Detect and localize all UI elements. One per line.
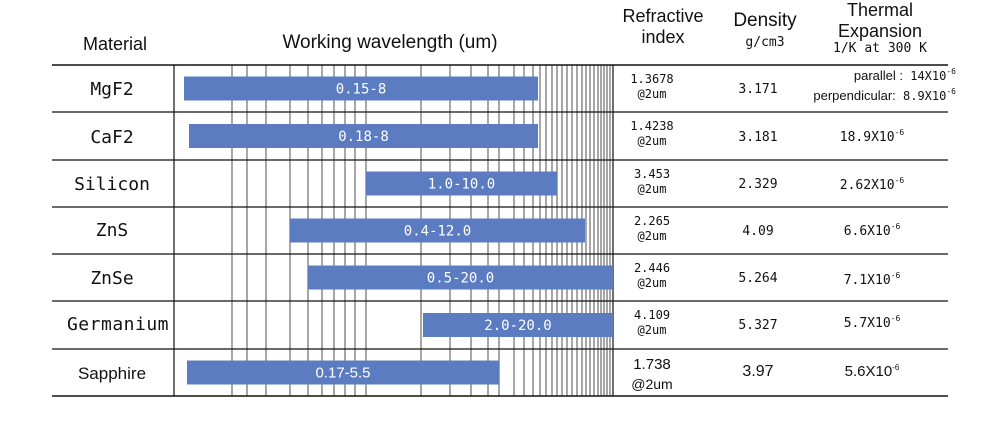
- thermal-expansion-value: 5.6X10-6: [812, 363, 932, 380]
- refractive-note: @2um: [637, 182, 667, 196]
- density-value: 3.181: [738, 130, 778, 145]
- thermal-exponent: -6: [890, 314, 901, 323]
- thermal-value: 5.6X10: [844, 363, 893, 380]
- thermal-expansion-value: 7.1X10-6: [812, 271, 932, 288]
- material-name: CaF2: [90, 127, 134, 148]
- refractive-value: 3.453: [633, 167, 671, 181]
- material-name: Germanium: [66, 314, 170, 335]
- thermal-exponent: -6: [894, 176, 905, 185]
- density-value: 5.327: [738, 318, 778, 333]
- refractive-value: 2.446: [633, 261, 671, 275]
- material-name: ZnSe: [90, 268, 134, 289]
- thermal-exponent: -6: [890, 271, 901, 280]
- refractive-value: 4.109: [633, 308, 671, 322]
- refractive-index-cell: 2.265 @2um: [612, 214, 692, 244]
- refractive-note: @2um: [637, 87, 667, 101]
- material-name: MgF2: [90, 79, 134, 100]
- header-density: Density g/cm3: [720, 10, 810, 51]
- header-density-label: Density: [733, 10, 797, 31]
- header-thermal-line1: Thermal: [846, 0, 913, 20]
- range-bar: [184, 76, 538, 101]
- thermal-value: 7.1X10: [843, 273, 891, 288]
- refractive-index-cell: 1.3678 @2um: [612, 72, 692, 102]
- material-name: Sapphire: [77, 364, 147, 383]
- header-refractive-index: Refractive index: [608, 6, 718, 47]
- range-label: 0.18-8: [338, 129, 389, 145]
- range-label: 0.5-20.0: [427, 271, 494, 287]
- header-thermal-expansion: Thermal Expansion 1/K at 300 K: [810, 0, 950, 57]
- density-value: 5.264: [738, 271, 778, 286]
- header-density-unit: g/cm3: [745, 34, 785, 50]
- thermal-exponent: -6: [894, 128, 905, 137]
- thermal-expansion-cell: parallel : 14X10-6 perpendicular: 8.9X10…: [786, 66, 956, 105]
- thermal-exponent: -6: [892, 363, 900, 372]
- thermal-parallel-value: 14X10: [910, 69, 947, 83]
- header-refractive-line1: Refractive: [622, 6, 704, 26]
- density-value: 3.171: [738, 82, 778, 97]
- thermal-parallel-label: parallel :: [853, 68, 903, 83]
- header-material: Material: [82, 34, 148, 54]
- refractive-note: @2um: [637, 276, 667, 290]
- header-wavelength: Working wavelength (um): [282, 32, 498, 53]
- refractive-note: @2um: [637, 323, 667, 337]
- thermal-value: 6.6X10: [843, 224, 891, 239]
- refractive-index-cell: 4.109 @2um: [612, 308, 692, 338]
- refractive-note: @2um: [637, 229, 667, 243]
- range-label: 2.0-20.0: [484, 318, 551, 334]
- thermal-perp-label: perpendicular:: [813, 87, 896, 103]
- refractive-index-cell: 1.4238 @2um: [612, 119, 692, 149]
- thermal-parallel: parallel : 14X10-6: [786, 66, 956, 86]
- refractive-index-cell: 2.446 @2um: [612, 261, 692, 291]
- thermal-expansion-value: 2.62X10-6: [812, 176, 932, 193]
- refractive-index-cell: 1.738 @2um: [612, 355, 692, 394]
- range-label: 0.4-12.0: [404, 224, 471, 240]
- thermal-expansion-value: 6.6X10-6: [812, 222, 932, 239]
- range-label: 1.0-10.0: [428, 177, 495, 193]
- material-name: Silicon: [74, 174, 150, 195]
- range-bar: [290, 218, 585, 243]
- density-value: 3.97: [742, 363, 774, 380]
- refractive-value: 2.265: [633, 214, 671, 228]
- thermal-value: 2.62X10: [839, 178, 895, 193]
- range-label: 0.15-8: [336, 82, 387, 98]
- thermal-perpendicular: perpendicular: 8.9X10-6: [786, 86, 956, 106]
- thermal-exponent: -6: [946, 86, 956, 96]
- thermal-expansion-value: 18.9X10-6: [812, 128, 932, 145]
- refractive-index-cell: 3.453 @2um: [612, 167, 692, 197]
- header-refractive-line2: index: [641, 26, 685, 47]
- refractive-value: 1.4238: [630, 119, 674, 133]
- range-bar: [423, 313, 613, 337]
- range-label: 0.17-5.5: [315, 365, 370, 382]
- refractive-note: @2um: [631, 376, 673, 393]
- thermal-exponent: -6: [890, 222, 901, 231]
- density-value: 2.329: [738, 177, 778, 192]
- range-bar: [366, 171, 557, 196]
- header-thermal-unit: 1/K at 300 K: [833, 41, 927, 57]
- thermal-perp-value: 8.9X10: [903, 88, 947, 103]
- thermal-exponent: -6: [946, 67, 956, 76]
- header-thermal-line2: Expansion: [837, 20, 923, 41]
- thermal-expansion-value: 5.7X10-6: [812, 314, 932, 331]
- refractive-value: 1.3678: [630, 72, 674, 86]
- material-name: ZnS: [95, 220, 129, 241]
- thermal-value: 5.7X10: [843, 316, 891, 331]
- thermal-value: 18.9X10: [839, 130, 895, 145]
- range-bar: [189, 124, 538, 148]
- density-value: 4.09: [742, 224, 774, 239]
- range-bar: [308, 265, 613, 290]
- refractive-value: 1.738: [633, 356, 671, 373]
- range-bar: [187, 360, 499, 385]
- refractive-note: @2um: [637, 134, 667, 148]
